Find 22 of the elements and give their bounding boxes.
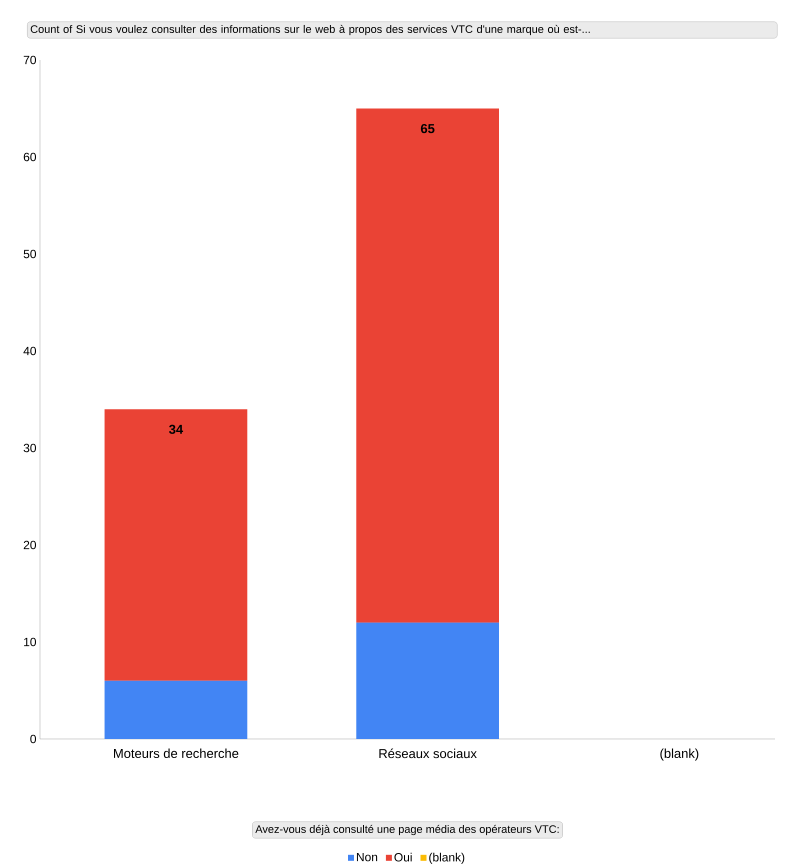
- y-tick-label: 40: [23, 346, 36, 356]
- y-tick-label: 60: [24, 152, 36, 162]
- x-tick-label: Moteurs de recherche: [114, 748, 238, 758]
- x-tick-label: (blank): [660, 748, 698, 761]
- legend-label: (blank): [429, 852, 464, 864]
- chart-title: Count of Si vous voulez consulter des informations sur le web à propos des services VTC d'une marque où est-...: [30, 24, 590, 36]
- total-label: 34: [169, 424, 184, 434]
- y-tick-label: 20: [24, 540, 36, 550]
- bar: [356, 622, 499, 739]
- bar: [104, 680, 248, 739]
- y-tick-label: 30: [24, 444, 36, 452]
- y-tick-label: 10: [24, 638, 36, 646]
- legend-label: Oui: [394, 852, 412, 862]
- y-tick-label: 0: [30, 734, 36, 744]
- legend-label: Non: [356, 852, 378, 862]
- y-tick-label: 50: [24, 250, 36, 258]
- total-label: 65: [420, 124, 434, 134]
- y-tick-label: 70: [24, 56, 36, 64]
- legend-title: Avez-vous déjà consulté une page média des opérateurs VTC:: [255, 824, 559, 836]
- x-tick-label: Réseaux sociaux: [379, 748, 477, 758]
- bar: [356, 108, 499, 623]
- bar: [104, 409, 248, 681]
